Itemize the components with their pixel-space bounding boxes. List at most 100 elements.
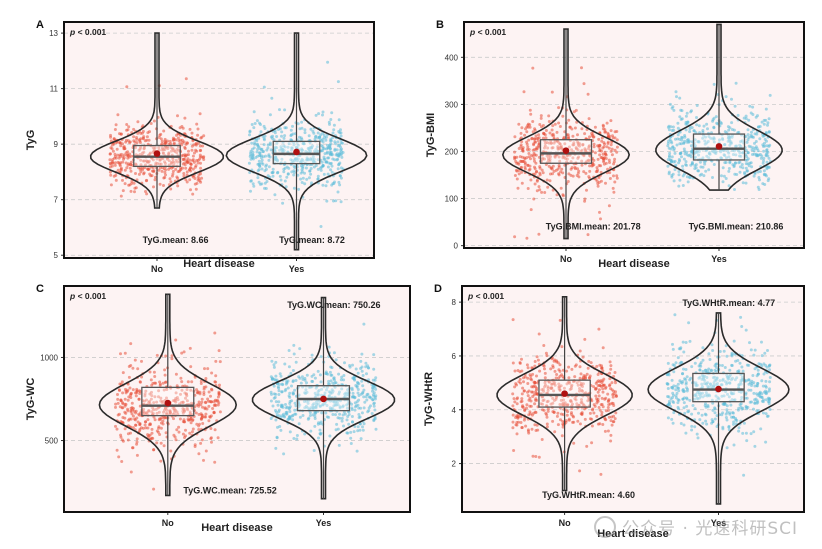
- data-point: [704, 135, 707, 139]
- data-point: [723, 143, 726, 147]
- data-point: [142, 172, 146, 176]
- data-point: [199, 136, 203, 140]
- data-point: [293, 171, 296, 174]
- data-point: [747, 363, 751, 367]
- data-point: [300, 168, 304, 172]
- data-point: [671, 342, 674, 346]
- data-point: [569, 412, 573, 416]
- data-point: [360, 369, 364, 373]
- data-point: [186, 417, 190, 421]
- data-point: [532, 393, 536, 397]
- data-point: [608, 171, 612, 175]
- data-point: [690, 109, 693, 113]
- data-point: [536, 139, 540, 143]
- data-point: [176, 160, 179, 164]
- data-point: [330, 164, 334, 168]
- data-point: [116, 113, 120, 117]
- data-point: [741, 369, 745, 373]
- data-point: [360, 365, 364, 369]
- data-point: [690, 365, 694, 369]
- data-point: [519, 145, 523, 149]
- data-point: [588, 411, 592, 415]
- data-point: [204, 385, 208, 389]
- data-point: [282, 144, 286, 148]
- data-point: [196, 390, 200, 394]
- data-point: [732, 128, 736, 132]
- data-point: [666, 395, 670, 398]
- data-point: [523, 133, 527, 137]
- data-point: [325, 151, 329, 155]
- data-point: [297, 375, 301, 379]
- data-point: [528, 123, 532, 127]
- data-point: [672, 401, 676, 404]
- data-point: [569, 167, 573, 171]
- data-point: [293, 388, 297, 392]
- data-point: [580, 66, 583, 70]
- data-point: [611, 186, 615, 190]
- data-point: [558, 125, 562, 128]
- data-point: [698, 173, 702, 177]
- data-point: [557, 121, 561, 125]
- data-point: [596, 397, 600, 401]
- data-point: [526, 187, 530, 190]
- data-point: [551, 172, 554, 176]
- data-point: [360, 411, 364, 415]
- data-point: [693, 425, 697, 429]
- data-point: [125, 153, 129, 157]
- data-point: [744, 117, 748, 121]
- data-point: [593, 125, 597, 129]
- data-point: [762, 118, 766, 122]
- data-point: [133, 190, 136, 194]
- data-point: [323, 157, 327, 161]
- data-point: [274, 155, 277, 159]
- data-point: [684, 163, 688, 167]
- data-point: [533, 360, 537, 363]
- data-point: [287, 407, 291, 411]
- data-point: [698, 160, 702, 164]
- data-point: [684, 431, 688, 435]
- data-point: [565, 369, 569, 373]
- data-point: [594, 381, 598, 385]
- data-point: [578, 349, 582, 353]
- data-point: [165, 396, 168, 400]
- data-point: [727, 169, 731, 173]
- data-point: [121, 160, 125, 164]
- data-point: [278, 174, 282, 178]
- data-point: [339, 128, 342, 132]
- data-point: [746, 169, 749, 173]
- data-point: [754, 145, 758, 149]
- data-point: [698, 131, 702, 135]
- data-point: [682, 389, 686, 393]
- data-point: [181, 432, 185, 436]
- data-point: [752, 152, 756, 156]
- data-point: [678, 115, 682, 119]
- data-point: [672, 108, 676, 112]
- data-point: [707, 168, 711, 172]
- data-point: [684, 128, 688, 132]
- data-point: [697, 149, 701, 153]
- data-point: [328, 150, 332, 154]
- data-point: [338, 145, 342, 149]
- data-point: [123, 351, 127, 355]
- data-point: [145, 398, 148, 402]
- data-point: [520, 399, 524, 403]
- data-point: [338, 412, 342, 416]
- data-point: [339, 131, 343, 135]
- data-point: [358, 428, 362, 432]
- data-point: [162, 444, 166, 448]
- data-point: [209, 436, 213, 440]
- data-point: [722, 349, 726, 353]
- data-point: [711, 408, 715, 412]
- data-point: [138, 404, 142, 408]
- data-point: [687, 321, 691, 325]
- data-point: [698, 368, 702, 372]
- data-point: [695, 123, 699, 127]
- data-point: [690, 412, 694, 416]
- data-point: [755, 409, 759, 413]
- data-point: [672, 179, 676, 183]
- data-point: [167, 163, 171, 167]
- data-point: [285, 175, 289, 179]
- data-point: [544, 411, 548, 415]
- data-point: [680, 138, 684, 142]
- data-point: [207, 390, 211, 394]
